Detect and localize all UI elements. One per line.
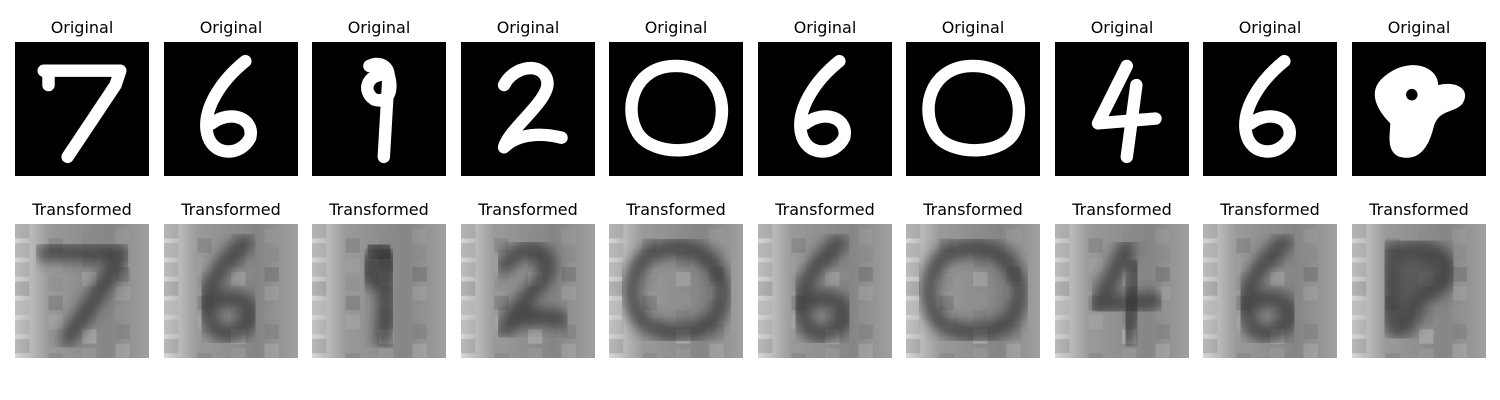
original-image-1 [15, 42, 149, 176]
transformed-image-2 [164, 224, 298, 358]
original-title-1: Original [50, 18, 114, 37]
blob-shape [1374, 65, 1466, 158]
original-title-7: Original [941, 18, 1005, 37]
original-title-5: Original [644, 18, 708, 37]
original-digit-0 [609, 42, 743, 176]
transformed-image-8 [1055, 224, 1189, 358]
original-image-9 [1203, 42, 1337, 176]
original-digit-7 [15, 42, 149, 176]
original-title-6: Original [793, 18, 857, 37]
transformed-image-4 [461, 224, 595, 358]
digit-stroke [363, 57, 395, 82]
transformed-image-10 [1352, 224, 1486, 358]
transformed-digit-6 [758, 224, 892, 358]
original-digit-0 [906, 42, 1040, 176]
original-title-9: Original [1238, 18, 1302, 37]
transformed-digit-0 [609, 224, 743, 358]
transformed-stroke [791, 234, 854, 343]
transformed-digit-4 [1055, 224, 1189, 358]
transformed-title-10: Transformed [1369, 200, 1469, 219]
transformed-image-1 [15, 224, 149, 358]
transformed-stroke [35, 244, 129, 348]
digit-stroke [922, 59, 1026, 157]
transformed-image-3 [312, 224, 446, 358]
original-title-3: Original [347, 18, 411, 37]
digit-stroke [497, 61, 568, 154]
transformed-title-8: Transformed [1072, 200, 1172, 219]
original-title-8: Original [1090, 18, 1154, 37]
transformed-image-6 [758, 224, 892, 358]
blob-hole [1406, 88, 1418, 101]
transformed-digit-9 [312, 224, 446, 358]
digit-stroke [200, 54, 257, 158]
transformed-title-4: Transformed [478, 200, 578, 219]
transformed-digit-6 [1203, 224, 1337, 358]
transformed-digit-7 [15, 224, 149, 358]
transformed-digit-0 [906, 224, 1040, 358]
original-title-2: Original [199, 18, 263, 37]
original-title-4: Original [496, 18, 560, 37]
digit-stroke [37, 64, 127, 164]
original-digit-2 [461, 42, 595, 176]
original-image-8 [1055, 42, 1189, 176]
digit-stroke [794, 54, 851, 158]
original-digit-9 [312, 42, 446, 176]
transformed-image-7 [906, 224, 1040, 358]
transformed-stroke [919, 239, 1028, 341]
digit-stroke [1120, 78, 1143, 164]
transformed-stroke [495, 241, 571, 338]
digit-stroke [625, 59, 729, 157]
original-digit-6 [164, 42, 298, 176]
original-image-6 [758, 42, 892, 176]
transformed-title-1: Transformed [32, 200, 132, 219]
original-image-3 [312, 42, 446, 176]
transformed-digit-6 [164, 224, 298, 358]
transformed-title-2: Transformed [181, 200, 281, 219]
transformed-title-3: Transformed [329, 200, 429, 219]
original-image-2 [164, 42, 298, 176]
transformed-stroke [1236, 234, 1299, 343]
original-digit-6 [1203, 42, 1337, 176]
transformed-image-9 [1203, 224, 1337, 358]
transformed-stroke [1381, 240, 1457, 339]
transformed-title-9: Transformed [1220, 200, 1320, 219]
original-image-7 [906, 42, 1040, 176]
original-image-4 [461, 42, 595, 176]
original-image-5 [609, 42, 743, 176]
original-digit-4 [1055, 42, 1189, 176]
transformed-stroke [622, 239, 731, 341]
transformed-stroke [360, 237, 398, 267]
original-background [15, 42, 149, 176]
transformed-stroke [197, 234, 260, 343]
transformed-title-6: Transformed [775, 200, 875, 219]
original-title-10: Original [1387, 18, 1451, 37]
digit-stroke [361, 68, 397, 164]
transformed-image-5 [609, 224, 743, 358]
digit-stroke [1239, 54, 1296, 158]
original-digit-6 [758, 42, 892, 176]
transformed-digit-blob [1352, 224, 1486, 358]
transformed-stroke [1118, 258, 1145, 348]
transformed-digit-2 [461, 224, 595, 358]
transformed-title-5: Transformed [626, 200, 726, 219]
transformed-title-7: Transformed [923, 200, 1023, 219]
original-digit-blob [1352, 42, 1486, 176]
original-image-10 [1352, 42, 1486, 176]
